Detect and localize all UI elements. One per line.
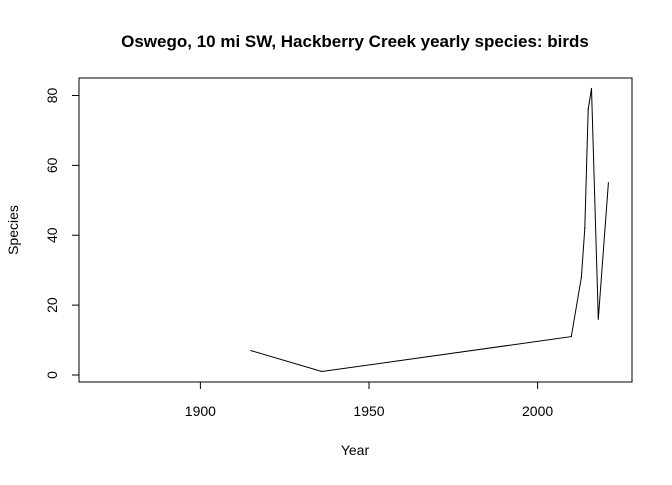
chart-title: Oswego, 10 mi SW, Hackberry Creek yearly… <box>121 32 589 51</box>
y-tick-label: 60 <box>44 157 60 173</box>
y-tick-label: 40 <box>44 227 60 243</box>
plot-frame <box>78 77 633 383</box>
data-point <box>607 182 609 184</box>
data-points <box>250 87 609 373</box>
x-tick-label: 1950 <box>353 403 384 419</box>
x-tick-label: 2000 <box>522 403 553 419</box>
data-point <box>597 318 599 320</box>
y-tick-label: 0 <box>44 371 60 379</box>
x-axis: 1900 1950 2000 <box>185 381 553 419</box>
y-tick-label: 80 <box>44 87 60 103</box>
data-point <box>570 335 572 338</box>
series-line <box>250 88 609 373</box>
data-point <box>584 227 586 229</box>
x-tick-label: 1900 <box>185 403 216 419</box>
y-axis-label: Species <box>5 205 21 255</box>
x-axis-label: Year <box>341 442 370 458</box>
data-point <box>580 276 583 278</box>
data-point <box>250 349 252 352</box>
data-point <box>590 87 593 90</box>
y-tick-label: 20 <box>44 297 60 313</box>
data-point <box>321 370 323 373</box>
data-point <box>587 108 589 111</box>
y-axis: 0 20 40 60 80 <box>44 87 80 379</box>
